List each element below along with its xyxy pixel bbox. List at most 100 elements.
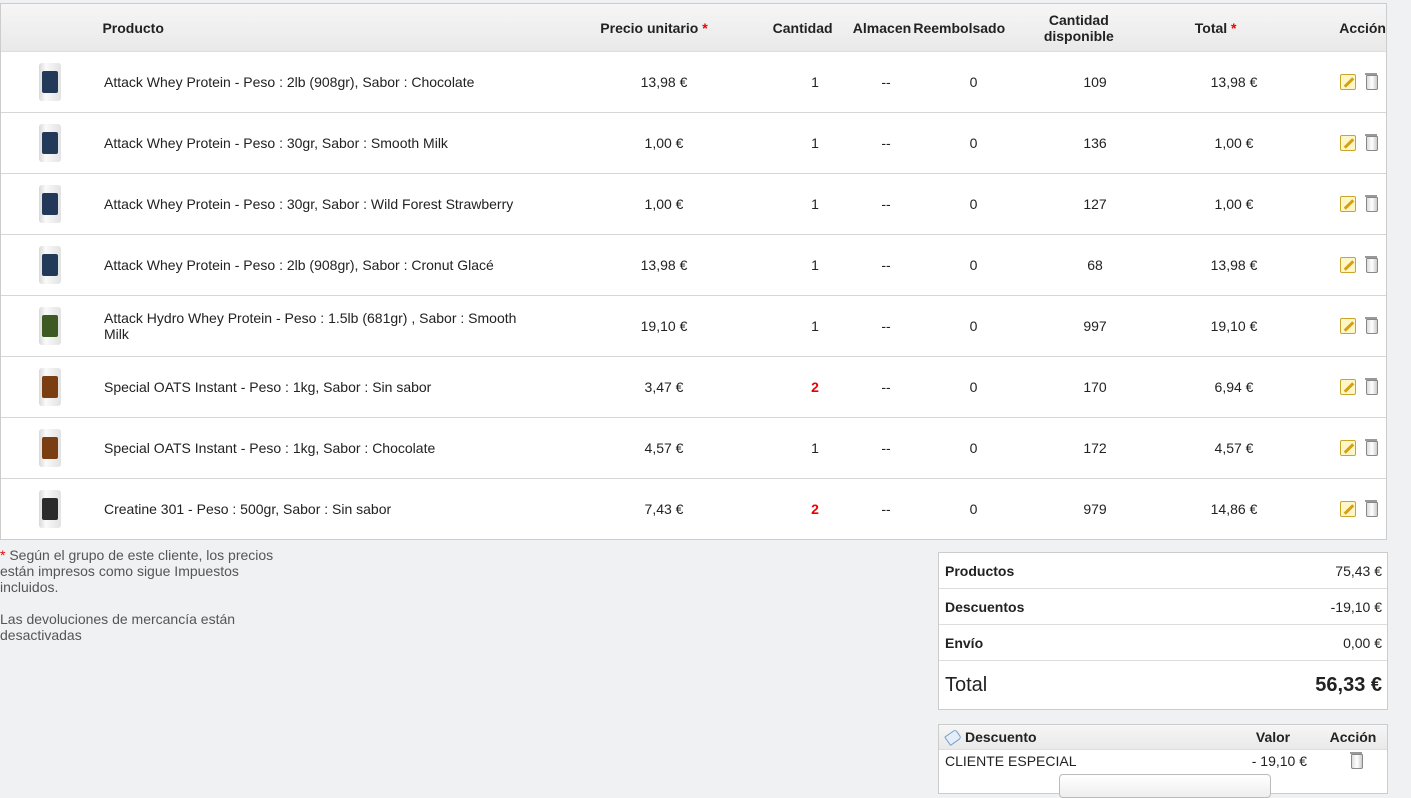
unit-price: 1,00 €	[644, 135, 684, 151]
product-thumbnail-icon[interactable]	[39, 490, 61, 528]
product-name: Attack Whey Protein - Peso : 30gr, Sabor…	[104, 135, 448, 151]
discounts-table: Descuento Valor Acción CLIENTE ESPECIAL …	[938, 724, 1388, 798]
trash-icon[interactable]	[1365, 499, 1378, 517]
warehouse: --	[881, 196, 891, 212]
table-row: Attack Hydro Whey Protein - Peso : 1.5lb…	[1, 296, 1386, 357]
warehouse: --	[881, 135, 891, 151]
warehouse: --	[881, 74, 891, 90]
header-total[interactable]: Total *	[1194, 19, 1237, 36]
refunded: 0	[969, 74, 978, 90]
line-total: 14,86 €	[1210, 501, 1258, 517]
header-almacen[interactable]: Almacen	[852, 19, 912, 36]
product-thumbnail-icon[interactable]	[39, 307, 61, 345]
refunded: 0	[969, 135, 978, 151]
trash-icon[interactable]	[1365, 255, 1378, 273]
table-row: Creatine 301 - Peso : 500gr, Sabor : Sin…	[1, 479, 1386, 539]
refunded: 0	[969, 379, 978, 395]
unit-price: 1,00 €	[644, 196, 684, 212]
product-name: Attack Whey Protein - Peso : 2lb (908gr)…	[104, 74, 475, 90]
unit-price: 7,43 €	[644, 501, 684, 517]
refunded: 0	[969, 440, 978, 456]
discount-value: - 19,10 €	[1251, 753, 1307, 769]
edit-icon[interactable]	[1340, 74, 1356, 90]
summary-descuentos: Descuentos -19,10 €	[939, 589, 1387, 625]
trash-icon[interactable]	[1365, 377, 1378, 395]
quantity: 1	[811, 440, 819, 456]
edit-icon[interactable]	[1340, 135, 1356, 151]
table-row: Attack Whey Protein - Peso : 2lb (908gr)…	[1, 52, 1386, 113]
header-producto[interactable]: Producto	[102, 19, 164, 36]
warehouse: --	[881, 257, 891, 273]
warehouse: --	[881, 379, 891, 395]
refunded: 0	[969, 501, 978, 517]
product-name: Attack Whey Protein - Peso : 2lb (908gr)…	[104, 257, 494, 273]
line-total: 6,94 €	[1214, 379, 1254, 395]
required-mark: *	[1231, 19, 1237, 36]
quantity: 2	[811, 501, 819, 517]
discount-name: CLIENTE ESPECIAL	[945, 753, 1077, 769]
trash-icon[interactable]	[1365, 72, 1378, 90]
add-discount-button[interactable]	[1059, 774, 1271, 798]
order-products-table: Producto Precio unitario * Cantidad Alma…	[0, 3, 1387, 540]
required-mark: *	[0, 547, 6, 563]
edit-icon[interactable]	[1340, 196, 1356, 212]
trash-icon[interactable]	[1350, 751, 1363, 769]
table-row: Attack Whey Protein - Peso : 30gr, Sabor…	[1, 113, 1386, 174]
unit-price: 13,98 €	[640, 257, 688, 273]
available-quantity: 68	[1087, 257, 1103, 273]
table-row: Special OATS Instant - Peso : 1kg, Sabor…	[1, 357, 1386, 418]
warehouse: --	[881, 318, 891, 334]
line-total: 4,57 €	[1214, 440, 1254, 456]
product-name: Special OATS Instant - Peso : 1kg, Sabor…	[104, 379, 432, 395]
product-thumbnail-icon[interactable]	[39, 124, 61, 162]
header-precio[interactable]: Precio unitario *	[600, 19, 708, 36]
order-summary: Productos 75,43 € Descuentos -19,10 € En…	[938, 552, 1388, 710]
quantity: 1	[811, 135, 819, 151]
tag-icon	[944, 728, 962, 746]
price-notes: * Según el grupo de este cliente, los pr…	[0, 547, 290, 659]
available-quantity: 172	[1083, 440, 1107, 456]
edit-icon[interactable]	[1340, 501, 1356, 517]
header-cantidad[interactable]: Cantidad	[772, 19, 833, 36]
available-quantity: 997	[1083, 318, 1107, 334]
table-row: Attack Whey Protein - Peso : 30gr, Sabor…	[1, 174, 1386, 235]
quantity: 1	[811, 318, 819, 334]
refunded: 0	[969, 196, 978, 212]
product-thumbnail-icon[interactable]	[39, 368, 61, 406]
warehouse: --	[881, 440, 891, 456]
discount-row: CLIENTE ESPECIAL - 19,10 €	[939, 750, 1387, 772]
edit-icon[interactable]	[1340, 318, 1356, 334]
refunded: 0	[969, 318, 978, 334]
summary-envio: Envío 0,00 €	[939, 625, 1387, 661]
summary-total: Total 56,33 €	[945, 673, 1382, 696]
returns-note: Las devoluciones de mercancía están desa…	[0, 611, 236, 643]
trash-icon[interactable]	[1365, 438, 1378, 456]
edit-icon[interactable]	[1340, 440, 1356, 456]
product-thumbnail-icon[interactable]	[39, 63, 61, 101]
header-disponible[interactable]: Cantidad disponible	[1043, 11, 1114, 44]
quantity: 1	[811, 257, 819, 273]
product-name: Special OATS Instant - Peso : 1kg, Sabor…	[104, 440, 436, 456]
table-header: Producto Precio unitario * Cantidad Alma…	[1, 4, 1386, 52]
line-total: 13,98 €	[1210, 74, 1258, 90]
line-total: 13,98 €	[1210, 257, 1258, 273]
trash-icon[interactable]	[1365, 133, 1378, 151]
header-accion: Acción	[1339, 19, 1386, 36]
product-thumbnail-icon[interactable]	[39, 429, 61, 467]
trash-icon[interactable]	[1365, 194, 1378, 212]
line-total: 1,00 €	[1214, 196, 1254, 212]
table-row: Special OATS Instant - Peso : 1kg, Sabor…	[1, 418, 1386, 479]
edit-icon[interactable]	[1340, 379, 1356, 395]
product-thumbnail-icon[interactable]	[39, 185, 61, 223]
required-mark: *	[702, 19, 708, 36]
product-thumbnail-icon[interactable]	[39, 246, 61, 284]
available-quantity: 136	[1083, 135, 1107, 151]
edit-icon[interactable]	[1340, 257, 1356, 273]
available-quantity: 170	[1083, 379, 1107, 395]
available-quantity: 127	[1083, 196, 1107, 212]
trash-icon[interactable]	[1365, 316, 1378, 334]
product-name: Attack Whey Protein - Peso : 30gr, Sabor…	[104, 196, 514, 212]
header-reembolsado[interactable]: Reembolsado	[913, 19, 1006, 36]
refunded: 0	[969, 257, 978, 273]
line-total: 19,10 €	[1210, 318, 1258, 334]
